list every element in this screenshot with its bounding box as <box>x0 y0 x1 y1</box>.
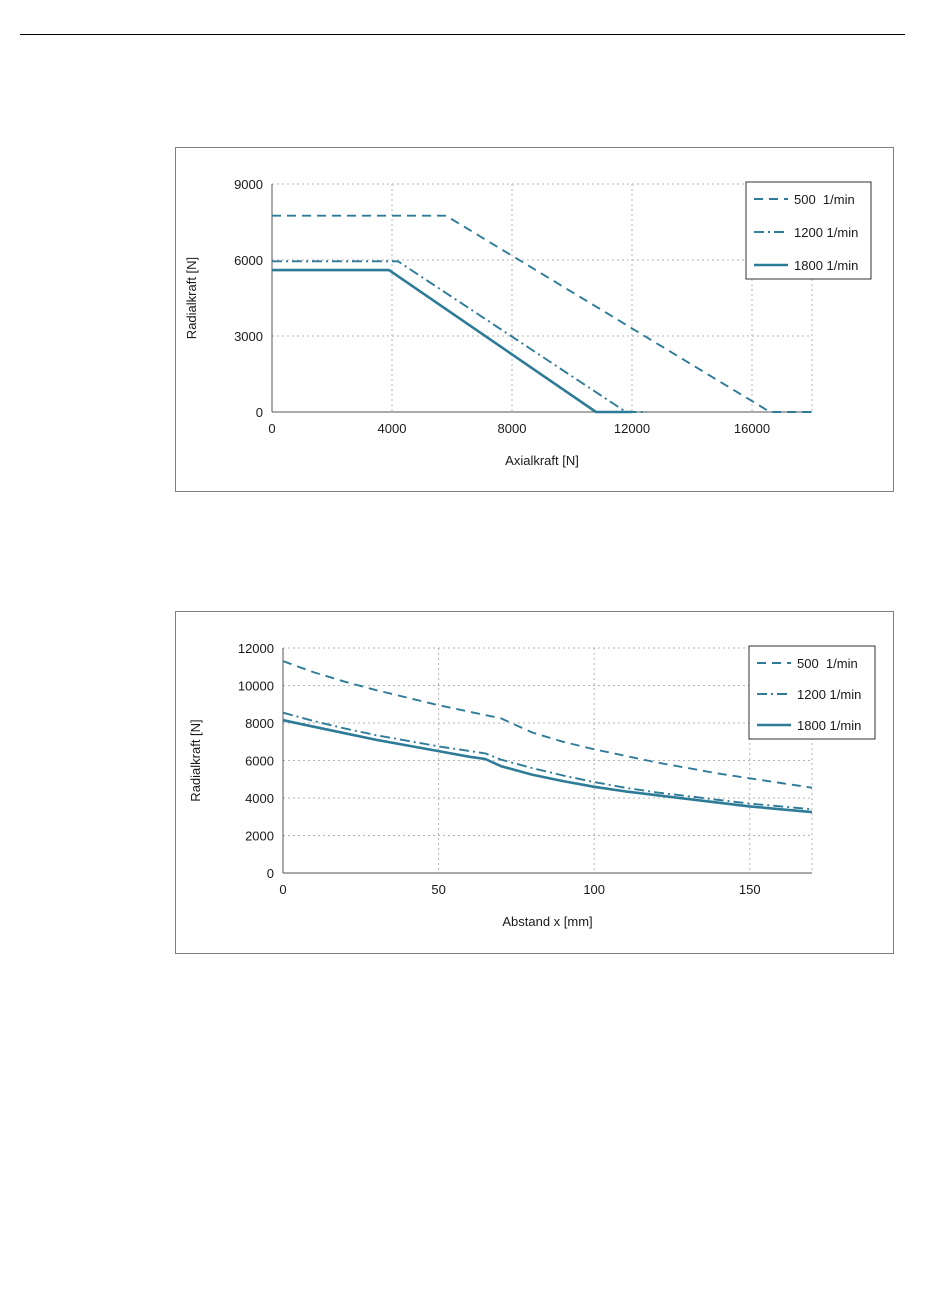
chart2-x-tick-label-2: 100 <box>583 882 605 897</box>
chart-distance-radial-svg: 0 50 100 150 0 2000 4000 6000 8000 10000 12000 Abst… <box>188 641 876 929</box>
chart2-legend <box>748 645 876 740</box>
chart1-x-tick-label-2: 8000 <box>498 421 527 436</box>
chart1-legend-label-3: 1800 1/min <box>794 258 858 273</box>
chart2-x-tick-label-0: 0 <box>279 882 286 897</box>
chart1-x-tick-label-0: 0 <box>268 421 275 436</box>
chart2-y-tick-label-0: 0 <box>267 866 274 881</box>
chart2-y-tick-label-4: 8000 <box>245 716 274 731</box>
chart2-y-axis-title: Radialkraft [N] <box>188 719 203 801</box>
chart-axial-radial-svg: 0 4000 8000 12000 16000 0 3000 6000 9000 Axialkra… <box>184 177 872 468</box>
chart1-x-axis-title: Axialkraft [N] <box>505 453 579 468</box>
chart1-series-line-2 <box>272 260 647 413</box>
chart2-legend-label-3: 1800 1/min <box>797 718 861 733</box>
chart2-legend-label-2: 1200 1/min <box>797 687 861 702</box>
chart1-legend-label-1: 500 1/min <box>794 192 855 207</box>
chart-axial-radial: 0 4000 8000 12000 16000 0 3000 6000 9000 Axialkra… <box>175 147 894 492</box>
chart2-y-tick-label-5: 10000 <box>238 679 274 694</box>
chart1-series-line-3 <box>272 268 632 414</box>
chart1-legend-label-2: 1200 1/min <box>794 225 858 240</box>
chart2-y-tick-label-3: 6000 <box>245 754 274 769</box>
chart-distance-radial: 0 50 100 150 0 2000 4000 6000 8000 10000 12000 Abst… <box>175 611 894 954</box>
chart1-y-axis-title: Radialkraft [N] <box>184 257 199 339</box>
chart2-x-tick-label-1: 50 <box>431 882 445 897</box>
chart2-y-tick-label-2: 4000 <box>245 791 274 806</box>
chart2-series-line-1 <box>282 660 813 789</box>
chart1-y-tick-label-2: 6000 <box>234 253 263 268</box>
chart1-y-tick-label-1: 3000 <box>234 329 263 344</box>
chart2-y-tick-label-6: 12000 <box>238 641 274 656</box>
chart1-x-tick-label-3: 12000 <box>614 421 650 436</box>
chart2-x-axis-title: Abstand x [mm] <box>502 914 592 929</box>
chart2-series-line-2 <box>282 711 813 811</box>
chart1-series-line-1 <box>272 214 812 413</box>
chart1-y-tick-label-0: 0 <box>256 405 263 420</box>
chart2-y-tick-label-1: 2000 <box>245 829 274 844</box>
chart1-y-tick-label-3: 9000 <box>234 177 263 192</box>
chart2-series-line-3 <box>282 718 813 814</box>
page-top-rule <box>20 34 905 35</box>
chart1-x-tick-label-1: 4000 <box>378 421 407 436</box>
chart1-x-tick-label-4: 16000 <box>734 421 770 436</box>
chart2-legend-label-1: 500 1/min <box>797 656 858 671</box>
chart2-x-tick-label-3: 150 <box>739 882 761 897</box>
chart1-legend <box>745 181 872 280</box>
